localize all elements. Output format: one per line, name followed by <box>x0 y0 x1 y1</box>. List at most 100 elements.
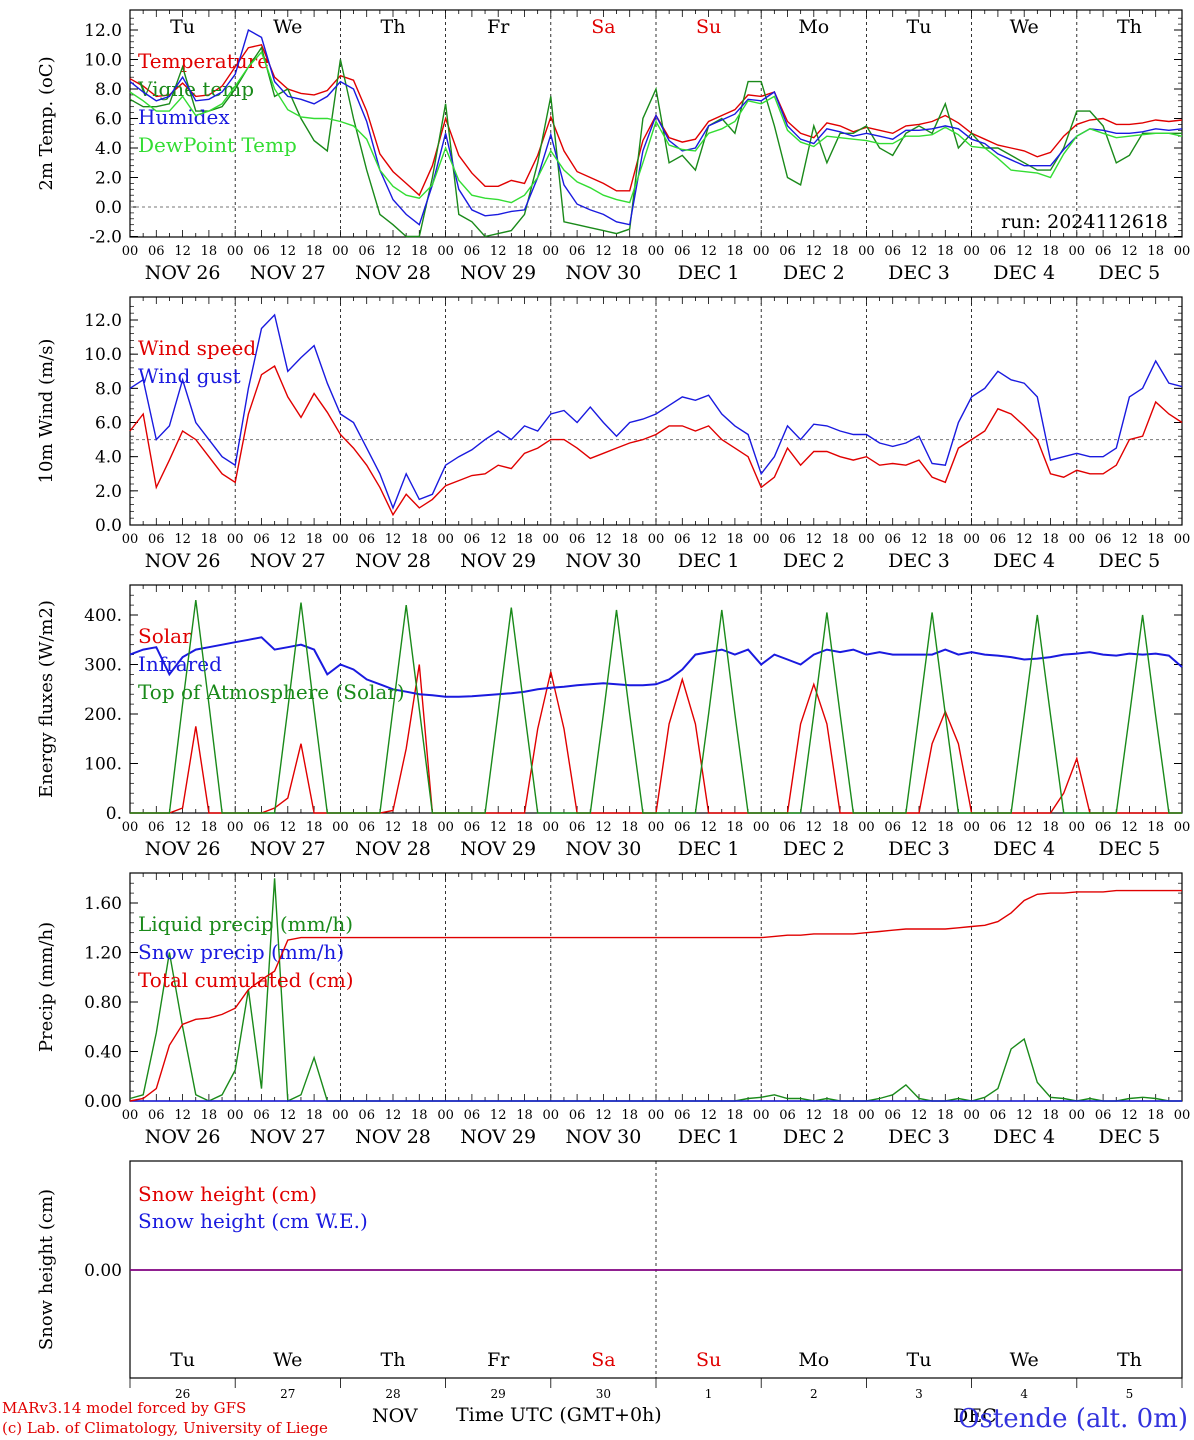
hour-label: 00 <box>858 820 875 835</box>
date-label: NOV 29 <box>460 262 536 284</box>
hour-label: 12 <box>911 1108 928 1123</box>
hour-label: 12 <box>700 1108 717 1123</box>
hour-label: 06 <box>148 244 165 259</box>
hour-label: 06 <box>884 1108 901 1123</box>
y-tick-label: 6.0 <box>95 110 122 130</box>
date-label: DEC 4 <box>993 1126 1055 1148</box>
hour-label: 12 <box>385 1108 402 1123</box>
hour-label: 00 <box>963 532 980 547</box>
hour-label: 00 <box>437 532 454 547</box>
weekday-label: Th <box>381 16 406 38</box>
hour-label: 00 <box>437 820 454 835</box>
legend-entry: Total cumulated (cm) <box>138 968 354 992</box>
hour-label: 18 <box>201 1108 218 1123</box>
hour-label: 00 <box>753 820 770 835</box>
hour-label: 18 <box>621 532 638 547</box>
hour-label: 00 <box>963 820 980 835</box>
weekday-label: Sa <box>591 1349 615 1371</box>
hour-label: 00 <box>543 532 560 547</box>
y-axis-label: Precip (mm/h) <box>36 922 57 1052</box>
hour-label: 00 <box>122 244 139 259</box>
hour-label: 00 <box>227 820 244 835</box>
date-label: NOV 29 <box>460 838 536 860</box>
hour-label: 06 <box>253 532 270 547</box>
hour-label: 12 <box>911 532 928 547</box>
hour-label: 00 <box>753 244 770 259</box>
series-line-infrared <box>129 636 1183 698</box>
hour-label: 12 <box>1121 1108 1138 1123</box>
y-tick-label: 4.0 <box>95 139 122 159</box>
hour-label: 00 <box>753 1108 770 1123</box>
hour-label: 12 <box>1016 820 1033 835</box>
hour-label: 06 <box>464 244 481 259</box>
legend-entry: Top of Atmosphere (Solar) <box>138 680 405 704</box>
series-line-dewpoint-temp <box>129 50 1183 204</box>
hour-label: 18 <box>1042 1108 1059 1123</box>
date-label: NOV 27 <box>250 838 326 860</box>
hour-label: 12 <box>174 532 191 547</box>
hour-label: 00 <box>1174 532 1191 547</box>
hour-label: 00 <box>437 1108 454 1123</box>
hour-label: 06 <box>358 820 375 835</box>
series-line-top-of-atmosphere-solar- <box>130 600 1182 814</box>
hour-label: 06 <box>569 532 586 547</box>
hour-label: 06 <box>358 244 375 259</box>
hour-label: 12 <box>1016 532 1033 547</box>
hour-label: 06 <box>674 1108 691 1123</box>
hour-label: 00 <box>1069 532 1086 547</box>
hour-label: 00 <box>122 820 139 835</box>
date-label: NOV 30 <box>565 838 641 860</box>
weekday-label: Fr <box>487 16 510 38</box>
legend-entry: DewPoint Temp <box>138 133 297 157</box>
y-axis-label: 2m Temp. (oC) <box>36 56 57 190</box>
y-tick-label: 10.0 <box>84 345 122 365</box>
hour-label: 06 <box>253 1108 270 1123</box>
hour-label: 18 <box>832 820 849 835</box>
hour-label: 18 <box>727 1108 744 1123</box>
day-number-label: 28 <box>385 1387 400 1401</box>
hour-label: 00 <box>963 1108 980 1123</box>
series-line-vigne-temp <box>129 46 1182 238</box>
series-line-humidex <box>129 28 1183 226</box>
day-number-label: 4 <box>1020 1387 1028 1401</box>
hour-label: 18 <box>306 1108 323 1123</box>
legend-entry: Infrared <box>138 652 222 676</box>
hour-label: 06 <box>1095 244 1112 259</box>
hour-label: 12 <box>595 1108 612 1123</box>
legend-entry: Vigne temp <box>137 77 254 101</box>
hour-label: 00 <box>543 820 560 835</box>
hour-label: 00 <box>437 244 454 259</box>
hour-label: 06 <box>569 820 586 835</box>
date-label: NOV 26 <box>145 838 221 860</box>
hour-label: 12 <box>806 532 823 547</box>
hour-label: 18 <box>201 820 218 835</box>
hour-label: 18 <box>937 1108 954 1123</box>
date-label: DEC 1 <box>678 1126 740 1148</box>
series-line-wind-gust <box>129 313 1183 510</box>
day-number-label: 1 <box>705 1387 713 1401</box>
hour-label: 12 <box>806 1108 823 1123</box>
hour-label: 06 <box>253 244 270 259</box>
hour-label: 00 <box>332 820 349 835</box>
hour-label: 12 <box>174 244 191 259</box>
hour-label: 12 <box>490 532 507 547</box>
y-axis-label: 10m Wind (m/s) <box>36 339 57 484</box>
hour-label: 18 <box>832 532 849 547</box>
legend-entry: Wind gust <box>138 364 241 388</box>
day-number-label: 2 <box>810 1387 818 1401</box>
hour-label: 12 <box>595 244 612 259</box>
weekday-label: We <box>273 16 302 38</box>
month-label-nov: NOV <box>372 1405 418 1427</box>
hour-label: 18 <box>306 244 323 259</box>
hour-label: 06 <box>569 1108 586 1123</box>
y-tick-label: 400. <box>84 606 122 626</box>
date-label: DEC 5 <box>1099 838 1161 860</box>
site-label: Ostende (alt. 0m) <box>958 1404 1188 1434</box>
hour-label: 00 <box>858 1108 875 1123</box>
hour-label: 12 <box>174 820 191 835</box>
hour-label: 18 <box>621 1108 638 1123</box>
hour-label: 06 <box>1095 1108 1112 1123</box>
date-label: NOV 29 <box>460 1126 536 1148</box>
hour-label: 06 <box>779 1108 796 1123</box>
hour-label: 18 <box>306 532 323 547</box>
